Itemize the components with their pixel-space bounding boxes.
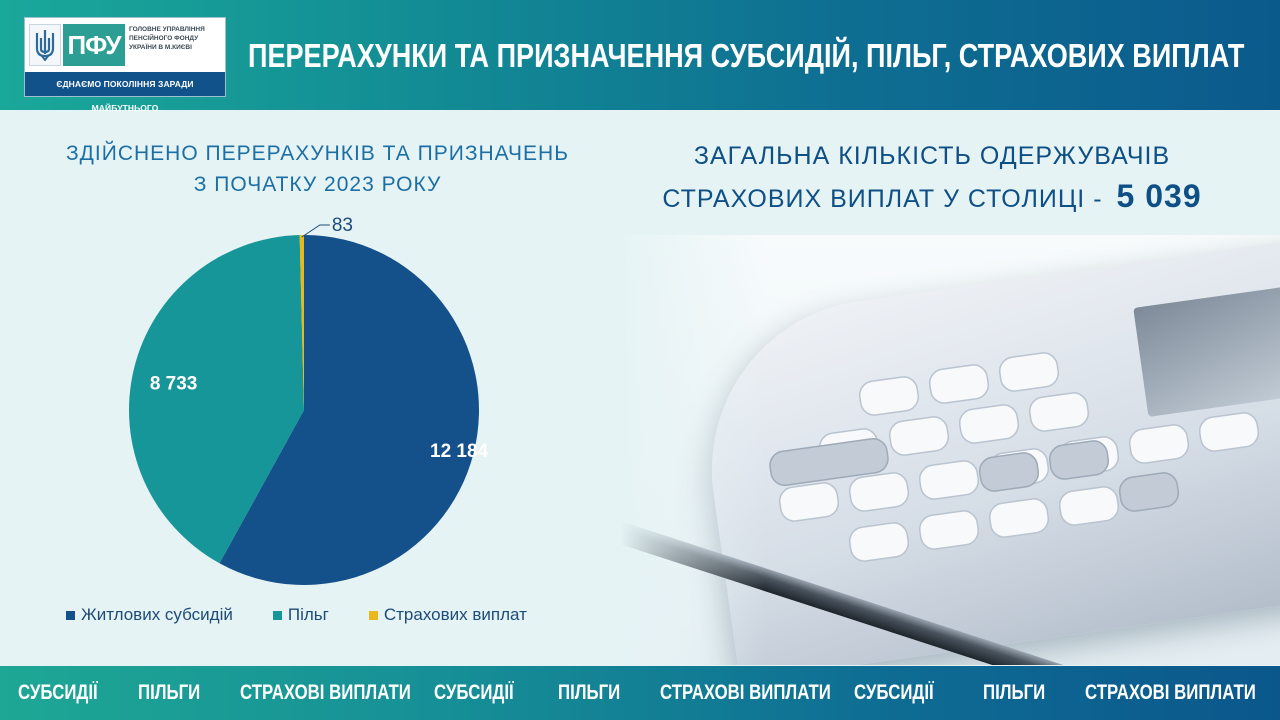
calculator-illustration <box>620 235 1280 665</box>
data-label-insurance-payments: 83 <box>332 215 353 236</box>
footer-item-subsidies: СУБСИДІЇ <box>854 681 934 704</box>
legend-swatch <box>368 610 378 620</box>
pie-slice-benefits <box>128 235 304 564</box>
recipients-total-value: 5 039 <box>1116 178 1202 214</box>
legend-label: Пільг <box>287 605 329 624</box>
footer-item-insurance: СТРАХОВІ ВИПЛАТИ <box>240 681 411 704</box>
footer-bar: СУБСИДІЇ ПІЛЬГИ СТРАХОВІ ВИПЛАТИ СУБСИДІ… <box>0 666 1280 720</box>
org-line: ГОЛОВНЕ УПРАВЛІННЯ <box>129 26 205 33</box>
pie-chart: 12 184 8 733 83 <box>128 215 489 585</box>
legend-swatch <box>272 610 282 620</box>
footer-item-insurance: СТРАХОВІ ВИПЛАТИ <box>1085 681 1256 704</box>
footer-item-subsidies: СУБСИДІЇ <box>434 681 514 704</box>
summary-line-2-text: СТРАХОВИХ ВИПЛАТ У СТОЛИЦІ - <box>662 185 1103 213</box>
footer-item-insurance: СТРАХОВІ ВИПЛАТИ <box>660 681 831 704</box>
logo-pfu-mark: ПФУ <box>63 24 125 66</box>
legend-swatch <box>66 610 75 620</box>
pie-slice-housing-subsidies <box>219 235 479 585</box>
org-line: ПЕНСІЙНОГО ФОНДУ <box>129 34 199 42</box>
footer-item-benefits: ПІЛЬГИ <box>558 681 621 704</box>
org-line: УКРАЇНИ В М.КИЄВІ <box>129 43 192 51</box>
legend-item-housing-subsidies: Житлових субсидій <box>66 605 233 625</box>
logo-org-name: ГОЛОВНЕ УПРАВЛІННЯ ПЕНСІЙНОГО ФОНДУ УКРА… <box>129 26 225 52</box>
trident-icon <box>29 24 61 66</box>
summary-line-2: СТРАХОВИХ ВИПЛАТ У СТОЛИЦІ - 5 039 <box>612 176 1252 219</box>
chart-title-line: З ПОЧАТКУ 2023 РОКУ <box>193 173 442 196</box>
header-bar: ПФУ ГОЛОВНЕ УПРАВЛІННЯ ПЕНСІЙНОГО ФОНДУ … <box>0 0 1280 113</box>
footer-item-benefits: ПІЛЬГИ <box>138 681 201 704</box>
chart-legend: Житлових субсидій Пільг Страхових виплат <box>66 604 527 626</box>
pie-slice-insurance-payments <box>299 235 304 410</box>
legend-label: Житлових субсидій <box>81 605 233 624</box>
recipients-summary: ЗАГАЛЬНА КІЛЬКІСТЬ ОДЕРЖУВАЧІВ СТРАХОВИХ… <box>612 136 1252 219</box>
pfu-logo: ПФУ ГОЛОВНЕ УПРАВЛІННЯ ПЕНСІЙНОГО ФОНДУ … <box>24 17 226 113</box>
summary-line-1: ЗАГАЛЬНА КІЛЬКІСТЬ ОДЕРЖУВАЧІВ <box>693 142 1171 170</box>
footer-item-subsidies: СУБСИДІЇ <box>18 681 98 704</box>
data-label-housing-subsidies: 12 184 <box>430 441 489 462</box>
legend-label: Страхових виплат <box>383 605 527 624</box>
chart-title-line: ЗДІЙСНЕНО ПЕРЕРАХУНКІВ ТА ПРИЗНАЧЕНЬ <box>66 142 569 165</box>
footer-item-benefits: ПІЛЬГИ <box>983 681 1046 704</box>
leader-line <box>301 224 330 238</box>
legend-item-benefits: Пільг <box>272 605 329 625</box>
data-label-benefits: 8 733 <box>150 373 198 394</box>
logo-slogan: ЄДНАЄМО ПОКОЛІННЯ ЗАРАДИ МАЙБУТНЬОГО <box>25 72 225 113</box>
page-title: ПЕРЕРАХУНКИ ТА ПРИЗНАЧЕННЯ СУБСИДІЙ, ПІЛ… <box>248 37 1245 74</box>
chart-title: ЗДІЙСНЕНО ПЕРЕРАХУНКІВ ТА ПРИЗНАЧЕНЬ З П… <box>40 138 595 200</box>
illustration-fade <box>620 235 1280 665</box>
legend-item-insurance-payments: Страхових виплат <box>368 605 527 625</box>
